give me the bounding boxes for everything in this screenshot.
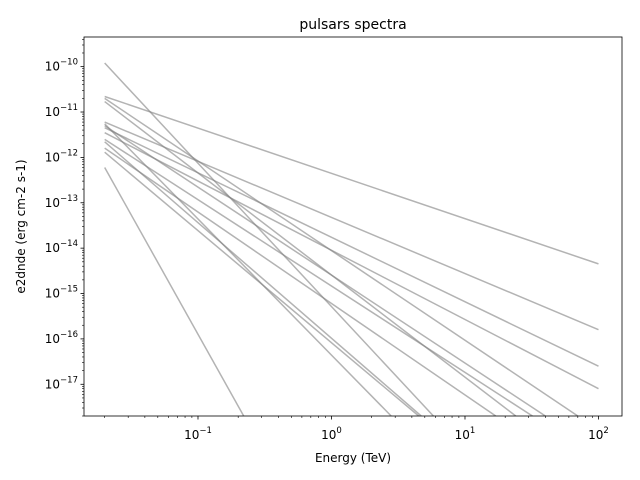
x-tick-label-1: 10−1 <box>184 426 212 442</box>
y-tick-label-2: 10−16 <box>45 330 78 346</box>
y-tick-label-8: 10−10 <box>45 58 78 74</box>
y-tick-label-5: 10−13 <box>45 194 78 210</box>
series-line-7 <box>104 138 533 416</box>
y-axis-label: e2dnde (erg cm-2 s-1) <box>14 159 28 293</box>
y-tick-label-6: 10−12 <box>45 148 78 164</box>
series-line-9 <box>104 147 497 416</box>
series-line-10 <box>104 62 434 416</box>
series-line-8 <box>104 100 517 416</box>
series-line-1 <box>104 95 599 265</box>
series-line-5 <box>104 97 579 416</box>
plot-frame <box>83 36 623 417</box>
y-tick-label-7: 10−11 <box>45 103 78 119</box>
series-line-3 <box>104 127 599 367</box>
x-tick-label-3: 101 <box>455 426 476 442</box>
x-tick-label-2: 100 <box>321 426 342 442</box>
series-line-14 <box>104 167 245 416</box>
series-line-13 <box>104 123 392 416</box>
chart-title: pulsars spectra <box>299 17 406 33</box>
series-line-11 <box>104 141 422 416</box>
x-tick-label-4: 102 <box>588 426 609 442</box>
series-line-2 <box>104 121 599 331</box>
x-axis-label: Energy (TeV) <box>315 451 391 465</box>
y-tick-label-4: 10−14 <box>45 239 78 255</box>
y-axis-ticks: 10−17 10−16 10−15 10−14 10−13 10−12 10−11 10−10 <box>45 39 84 417</box>
x-axis-ticks: 10−1 100 101 102 <box>104 416 609 442</box>
y-tick-label-1: 10−17 <box>45 375 78 391</box>
series-line-4 <box>104 132 599 390</box>
series-layer <box>104 62 599 416</box>
y-tick-label-3: 10−15 <box>45 285 78 301</box>
